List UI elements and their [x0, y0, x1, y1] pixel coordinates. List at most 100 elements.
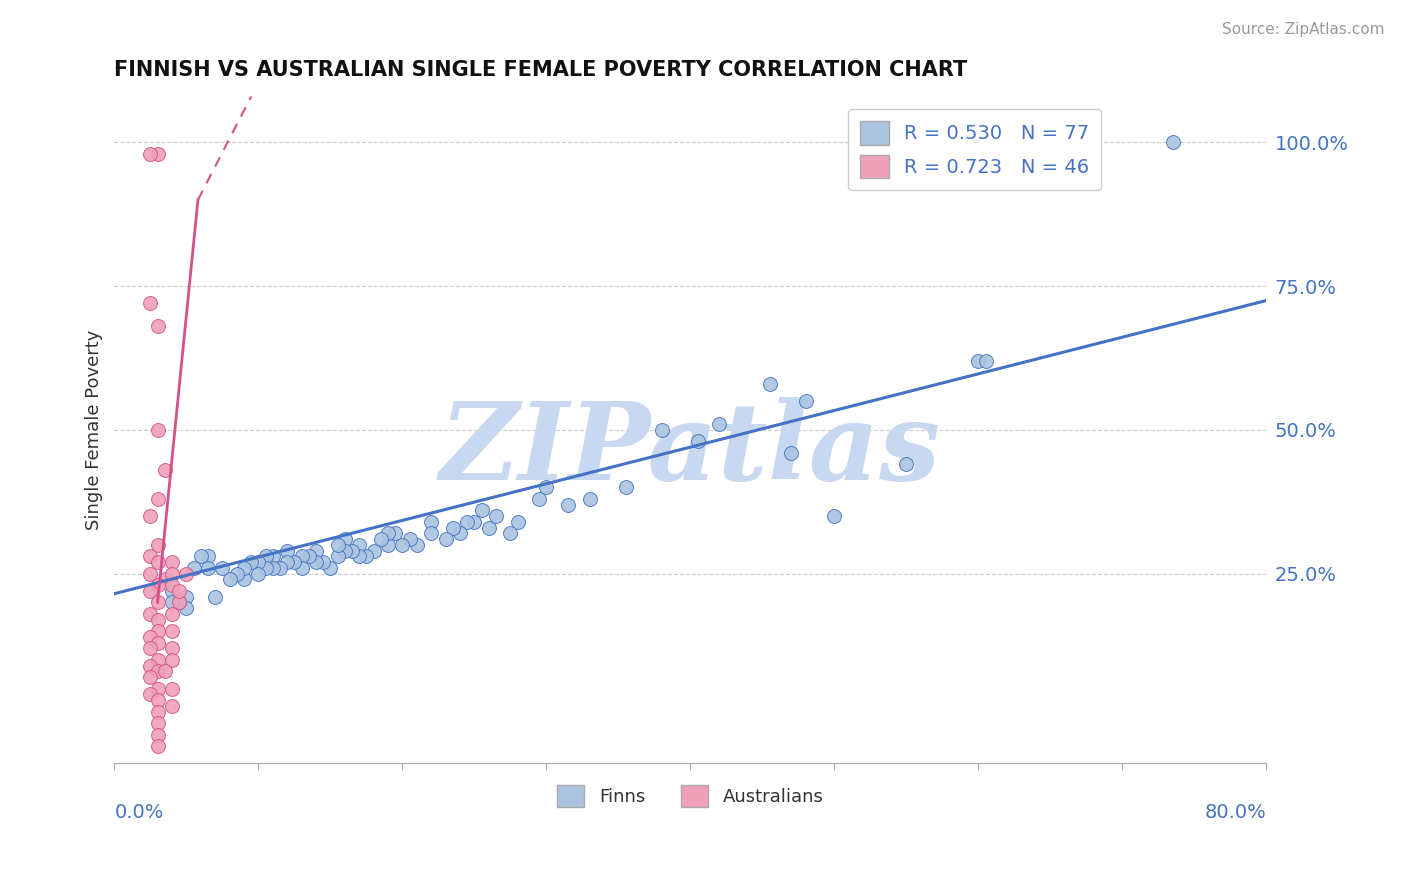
Point	[167, 595, 190, 609]
Point	[146, 739, 169, 753]
Point	[254, 561, 277, 575]
Point	[146, 491, 169, 506]
Point	[146, 538, 169, 552]
Point	[384, 526, 406, 541]
Point	[305, 555, 328, 569]
Point	[160, 607, 183, 621]
Point	[146, 665, 169, 679]
Point	[276, 543, 298, 558]
Point	[578, 491, 600, 506]
Point	[967, 354, 990, 368]
Point	[441, 520, 464, 534]
Point	[269, 561, 291, 575]
Point	[139, 607, 162, 621]
Point	[283, 555, 305, 569]
Point	[262, 549, 284, 564]
Point	[146, 635, 169, 649]
Point	[823, 509, 845, 524]
Point	[146, 727, 169, 741]
Point	[146, 423, 169, 437]
Point	[176, 566, 198, 581]
Point	[160, 624, 183, 638]
Point	[333, 532, 356, 546]
Point	[247, 566, 270, 581]
Point	[190, 549, 212, 564]
Point	[456, 515, 478, 529]
Point	[139, 658, 162, 673]
Point	[183, 561, 205, 575]
Point	[153, 572, 176, 586]
Point	[291, 561, 314, 575]
Point	[276, 555, 298, 569]
Point	[139, 509, 162, 524]
Point	[370, 532, 392, 546]
Point	[485, 509, 508, 524]
Point	[160, 653, 183, 667]
Point	[176, 590, 198, 604]
Point	[291, 549, 314, 564]
Point	[146, 319, 169, 334]
Point	[167, 583, 190, 598]
Point	[1161, 136, 1184, 150]
Text: ZIPatlas: ZIPatlas	[440, 397, 941, 503]
Point	[160, 595, 183, 609]
Point	[146, 624, 169, 638]
Point	[312, 555, 335, 569]
Point	[160, 641, 183, 656]
Point	[974, 354, 997, 368]
Point	[146, 147, 169, 161]
Point	[146, 578, 169, 592]
Point	[780, 446, 803, 460]
Point	[347, 549, 370, 564]
Point	[363, 543, 385, 558]
Point	[434, 532, 457, 546]
Point	[160, 583, 183, 598]
Point	[506, 515, 529, 529]
Text: 0.0%: 0.0%	[114, 804, 163, 822]
Point	[204, 590, 226, 604]
Point	[139, 630, 162, 644]
Point	[651, 423, 673, 437]
Point	[197, 549, 219, 564]
Point	[139, 641, 162, 656]
Point	[896, 458, 918, 472]
Point	[478, 520, 501, 534]
Point	[557, 498, 579, 512]
Point	[240, 555, 263, 569]
Point	[471, 503, 494, 517]
Point	[233, 572, 256, 586]
Point	[420, 526, 443, 541]
Point	[536, 480, 558, 494]
Point	[139, 687, 162, 701]
Point	[298, 549, 321, 564]
Point	[146, 681, 169, 696]
Point	[160, 681, 183, 696]
Point	[247, 555, 270, 569]
Point	[218, 572, 240, 586]
Point	[146, 653, 169, 667]
Text: FINNISH VS AUSTRALIAN SINGLE FEMALE POVERTY CORRELATION CHART: FINNISH VS AUSTRALIAN SINGLE FEMALE POVE…	[114, 60, 967, 79]
Point	[356, 549, 378, 564]
Point	[305, 543, 328, 558]
Text: Source: ZipAtlas.com: Source: ZipAtlas.com	[1222, 22, 1385, 37]
Point	[225, 566, 247, 581]
Point	[405, 538, 427, 552]
Point	[377, 526, 399, 541]
Point	[146, 705, 169, 719]
Point	[153, 665, 176, 679]
Point	[233, 561, 256, 575]
Point	[254, 549, 277, 564]
Point	[398, 532, 420, 546]
Point	[377, 538, 399, 552]
Point	[319, 561, 342, 575]
Point	[160, 578, 183, 592]
Point	[139, 549, 162, 564]
Point	[340, 543, 363, 558]
Point	[614, 480, 637, 494]
Point	[176, 601, 198, 615]
Point	[420, 515, 443, 529]
Point	[529, 491, 551, 506]
Point	[146, 716, 169, 731]
Text: 80.0%: 80.0%	[1205, 804, 1267, 822]
Point	[326, 549, 349, 564]
